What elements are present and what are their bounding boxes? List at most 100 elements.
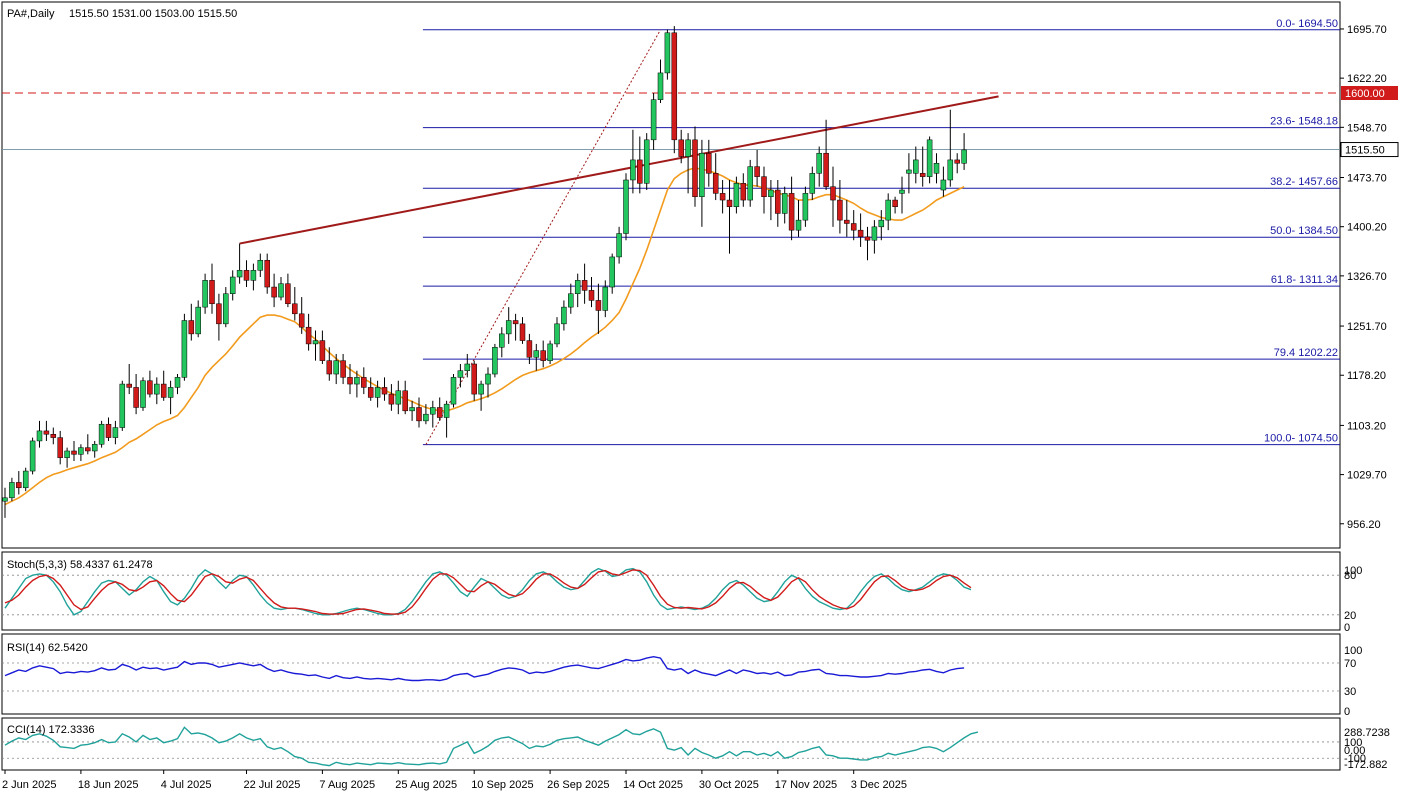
candle-body-137: [947, 159, 954, 181]
candle-23: [160, 370, 167, 401]
stochastic-title: Stoch(5,3,3) 58.4337 61.2478: [7, 559, 153, 571]
axis-3-tick-3: -100: [1344, 753, 1366, 765]
candle-136: [940, 166, 947, 197]
candle-55: [381, 377, 388, 401]
candle-body-78: [540, 350, 546, 361]
candle-73: [505, 307, 512, 344]
candle-19: [133, 374, 139, 415]
candle-36: [250, 263, 257, 291]
candle-body-6: [43, 430, 50, 435]
candle-18: [126, 363, 132, 395]
candle-body-29: [202, 280, 208, 308]
candle-body-115: [795, 219, 802, 231]
candle-13: [91, 440, 98, 458]
candle-body-15: [105, 423, 112, 438]
candle-body-138: [954, 159, 960, 164]
candle-69: [478, 380, 484, 411]
candle-body-126: [871, 226, 878, 241]
candle-135: [933, 153, 940, 184]
candle-133: [919, 146, 926, 187]
candle-40: [278, 277, 284, 301]
candle-body-134: [926, 139, 933, 177]
fib-label-4: 61.8- 1311.34: [1271, 274, 1338, 286]
candle-94: [650, 93, 657, 150]
candle-body-87: [602, 286, 609, 311]
candle-34: [236, 243, 243, 284]
candle-12: [85, 434, 91, 455]
stochastic-lines: [2, 567, 1340, 616]
candle-body-46: [319, 340, 326, 361]
candle-62: [430, 400, 436, 428]
candle-16: [112, 420, 119, 445]
chart-ohlc-label: 1515.50 1531.00 1503.00 1515.50: [69, 8, 237, 20]
candle-body-11: [78, 447, 84, 455]
candle-71: [492, 343, 498, 378]
candle-body-91: [630, 159, 636, 181]
candle-139: [961, 133, 967, 170]
candle-8: [57, 430, 63, 465]
candle-24: [167, 380, 174, 415]
candle-body-89: [616, 233, 622, 258]
candle-body-4: [29, 440, 36, 472]
candle-80: [554, 317, 560, 348]
candle-body-28: [195, 306, 201, 335]
candle-2: [16, 471, 22, 495]
candle-body-96: [664, 32, 671, 74]
candles: [2, 26, 967, 518]
candle-39: [271, 273, 277, 308]
candle-body-34: [236, 270, 243, 278]
candle-33: [229, 270, 236, 301]
series-3-cci: [4, 726, 979, 767]
candle-body-120: [830, 186, 836, 201]
candle-body-41: [285, 283, 291, 305]
cci-panel-frame: [1, 717, 1341, 771]
candle-body-75: [519, 323, 526, 341]
candle-body-0: [2, 497, 8, 502]
price-axis: 1695.70 1622.20 1548.70 1473.70 1400.20 1326.…: [1340, 24, 1387, 531]
price-tick-label-9: 1029.70: [1347, 470, 1387, 482]
date-label-10: 17 Nov 2025: [775, 779, 837, 791]
candle-body-108: [747, 166, 753, 201]
candle-body-102: [706, 152, 712, 174]
candle-84: [581, 263, 588, 304]
candle-3: [22, 467, 29, 492]
candle-body-66: [457, 370, 464, 378]
candle-14: [98, 420, 105, 448]
candle-91: [630, 129, 636, 194]
candle-79: [547, 340, 553, 364]
candle-118: [816, 146, 822, 187]
candle-113: [781, 186, 788, 224]
candle-body-59: [409, 407, 415, 412]
candle-50: [347, 363, 353, 395]
date-label-11: 3 Dec 2025: [851, 779, 907, 791]
candle-body-83: [574, 280, 581, 294]
stochastic-panel-frame: [1, 551, 1341, 631]
candle-body-54: [374, 387, 381, 398]
candle-body-85: [588, 290, 595, 301]
candle-27: [188, 303, 195, 341]
candle-body-30: [209, 280, 215, 305]
candle-body-8: [57, 437, 63, 458]
candle-99: [685, 133, 691, 194]
candle-body-32: [223, 293, 229, 325]
candle-body-20: [140, 380, 146, 408]
candle-body-82: [568, 293, 574, 308]
candle-body-109: [754, 166, 760, 177]
resistance-price-label: 1600.00: [1345, 88, 1385, 100]
candle-body-122: [844, 219, 850, 224]
date-label-2: 4 Jul 2025: [161, 779, 212, 791]
candle-120: [830, 166, 836, 227]
candle-51: [354, 370, 360, 398]
candle-137: [947, 109, 954, 187]
candle-101: [699, 139, 705, 227]
candle-body-129: [892, 199, 898, 207]
price-panel: 0.0- 1694.50 23.6- 1548.18 38.2- 1457.66 50…: [1, 1, 1399, 549]
candle-body-119: [823, 152, 829, 187]
candle-59: [409, 400, 415, 421]
candle-45: [312, 330, 319, 361]
candle-104: [719, 179, 726, 214]
candle-48: [333, 353, 339, 385]
date-label-7: 26 Sep 2025: [547, 779, 609, 791]
